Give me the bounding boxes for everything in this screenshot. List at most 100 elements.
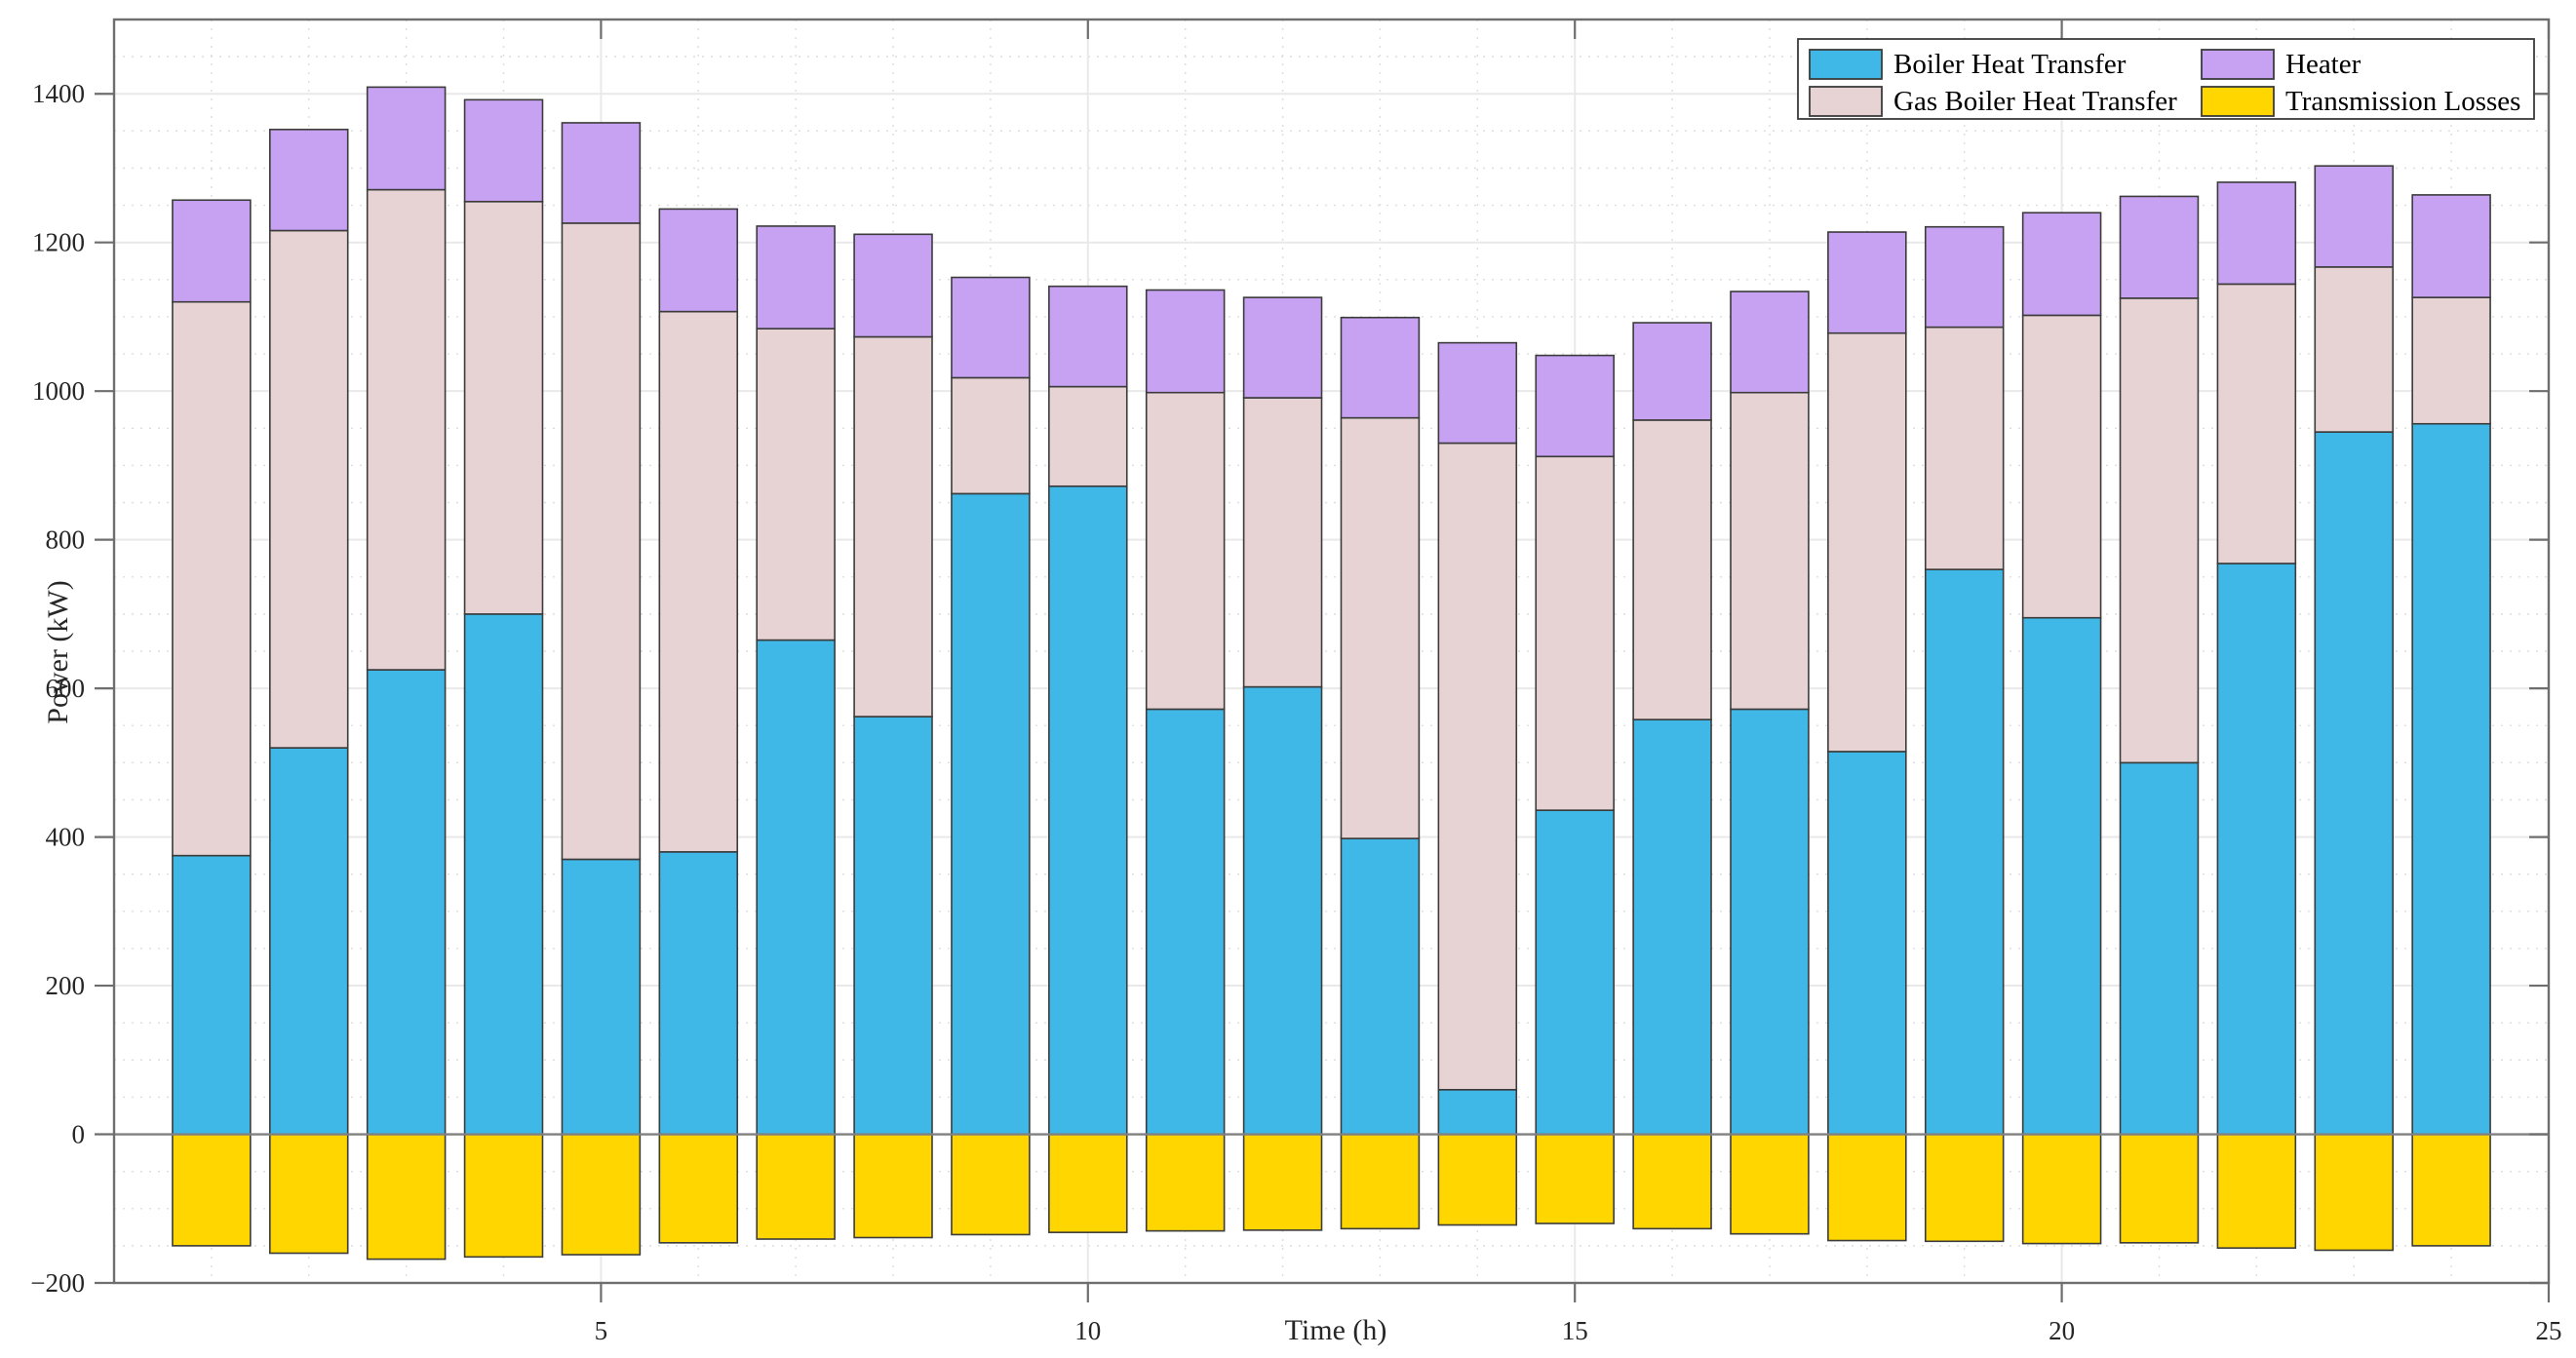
- legend-swatch-transmission-losses: [2201, 86, 2275, 117]
- legend-swatch-gas-boiler-heat-transfer: [1809, 86, 1883, 117]
- bar-h9-boiler-heat-transfer: [951, 492, 1031, 1136]
- bar-h12-heater: [1242, 296, 1323, 399]
- bar-h11-gas-boiler-heat-transfer: [1145, 391, 1226, 711]
- bar-h20-transmission-losses: [2021, 1133, 2102, 1245]
- bar-h17-boiler-heat-transfer: [1730, 708, 1810, 1136]
- bar-h23-transmission-losses: [2314, 1133, 2394, 1252]
- bar-h23-gas-boiler-heat-transfer: [2314, 266, 2394, 433]
- bar-h13-transmission-losses: [1340, 1133, 1421, 1230]
- bar-h18-transmission-losses: [1827, 1133, 1907, 1242]
- bar-h12-gas-boiler-heat-transfer: [1242, 397, 1323, 688]
- bar-h11-heater: [1145, 289, 1226, 394]
- bar-h24-transmission-losses: [2411, 1133, 2491, 1247]
- bar-h10-gas-boiler-heat-transfer: [1048, 385, 1128, 487]
- bar-h17-gas-boiler-heat-transfer: [1730, 391, 1810, 711]
- legend-box: [1797, 38, 2535, 120]
- y-tick-label: −200: [30, 1268, 85, 1298]
- bar-h9-transmission-losses: [951, 1133, 1031, 1236]
- bar-h14-heater: [1437, 341, 1518, 445]
- bar-h8-heater: [853, 233, 933, 338]
- bar-h9-gas-boiler-heat-transfer: [951, 376, 1031, 495]
- y-tick-label: 200: [46, 971, 86, 1000]
- bar-h5-boiler-heat-transfer: [561, 858, 642, 1136]
- bar-h1-heater: [172, 199, 252, 303]
- bar-h8-gas-boiler-heat-transfer: [853, 335, 933, 718]
- bar-h15-transmission-losses: [1535, 1133, 1615, 1224]
- bar-h14-transmission-losses: [1437, 1133, 1518, 1226]
- bar-h24-boiler-heat-transfer: [2411, 422, 2491, 1136]
- bar-h1-transmission-losses: [172, 1133, 252, 1247]
- bar-h3-boiler-heat-transfer: [366, 669, 447, 1136]
- bar-h1-boiler-heat-transfer: [172, 854, 252, 1136]
- bar-h19-heater: [1924, 225, 2005, 329]
- bar-h2-transmission-losses: [269, 1133, 349, 1255]
- bar-h5-gas-boiler-heat-transfer: [561, 222, 642, 861]
- y-tick-label: 1200: [32, 228, 85, 257]
- bar-h22-boiler-heat-transfer: [2216, 563, 2297, 1136]
- bar-h4-heater: [463, 98, 544, 203]
- bar-h13-gas-boiler-heat-transfer: [1340, 416, 1421, 839]
- bar-h12-transmission-losses: [1242, 1133, 1323, 1231]
- bar-h4-gas-boiler-heat-transfer: [463, 200, 544, 615]
- bar-h7-transmission-losses: [756, 1133, 836, 1240]
- bar-h7-boiler-heat-transfer: [756, 639, 836, 1136]
- bar-h21-gas-boiler-heat-transfer: [2119, 297, 2200, 764]
- bar-h14-boiler-heat-transfer: [1437, 1088, 1518, 1136]
- bar-h9-heater: [951, 276, 1031, 379]
- bar-h15-heater: [1535, 354, 1615, 458]
- bar-h15-boiler-heat-transfer: [1535, 809, 1615, 1136]
- bar-h2-heater: [269, 129, 349, 232]
- bar-h23-boiler-heat-transfer: [2314, 431, 2394, 1136]
- bar-h20-gas-boiler-heat-transfer: [2021, 314, 2102, 619]
- bar-h19-gas-boiler-heat-transfer: [1924, 326, 2005, 570]
- bar-h6-gas-boiler-heat-transfer: [658, 310, 739, 853]
- bar-h24-heater: [2411, 194, 2491, 298]
- legend-swatch-heater: [2201, 49, 2275, 80]
- y-tick-label: 800: [46, 525, 86, 555]
- y-tick-label: 1000: [32, 376, 85, 406]
- bar-h21-boiler-heat-transfer: [2119, 761, 2200, 1136]
- bar-h11-boiler-heat-transfer: [1145, 708, 1226, 1136]
- bar-h15-gas-boiler-heat-transfer: [1535, 455, 1615, 811]
- y-axis-label: Power (kW): [42, 580, 74, 724]
- bar-h21-heater: [2119, 195, 2200, 299]
- bar-h4-transmission-losses: [463, 1133, 544, 1259]
- bar-h7-gas-boiler-heat-transfer: [756, 328, 836, 641]
- bar-h6-boiler-heat-transfer: [658, 851, 739, 1136]
- x-tick-label: 10: [1074, 1316, 1101, 1345]
- bar-h10-transmission-losses: [1048, 1133, 1128, 1233]
- bar-h14-gas-boiler-heat-transfer: [1437, 442, 1518, 1091]
- axis-box: [112, 18, 2551, 1285]
- bar-h19-transmission-losses: [1924, 1133, 2005, 1243]
- bar-h18-gas-boiler-heat-transfer: [1827, 331, 1907, 753]
- bar-h6-heater: [658, 208, 739, 313]
- bar-h19-boiler-heat-transfer: [1924, 568, 2005, 1136]
- bar-h3-heater: [366, 86, 447, 191]
- legend-item-gas-boiler-heat-transfer: Gas Boiler Heat Transfer: [1893, 86, 2177, 117]
- bar-h1-gas-boiler-heat-transfer: [172, 300, 252, 857]
- bar-h17-transmission-losses: [1730, 1133, 1810, 1235]
- y-tick-label: 0: [72, 1120, 86, 1149]
- bar-h18-heater: [1827, 231, 1907, 334]
- y-tick-label: 1400: [32, 79, 85, 108]
- bar-h16-boiler-heat-transfer: [1632, 718, 1712, 1136]
- bar-h3-gas-boiler-heat-transfer: [366, 188, 447, 671]
- bar-h16-heater: [1632, 322, 1712, 421]
- bar-h5-transmission-losses: [561, 1133, 642, 1256]
- bar-h22-gas-boiler-heat-transfer: [2216, 283, 2297, 564]
- bar-h2-boiler-heat-transfer: [269, 747, 349, 1136]
- legend-item-heater: Heater: [2285, 49, 2361, 80]
- legend-swatch-boiler-heat-transfer: [1809, 49, 1883, 80]
- bar-h16-transmission-losses: [1632, 1133, 1712, 1230]
- bar-h22-heater: [2216, 181, 2297, 286]
- bar-h3-transmission-losses: [366, 1133, 447, 1261]
- x-tick-label: 20: [2049, 1316, 2075, 1345]
- legend-item-transmission-losses: Transmission Losses: [2285, 86, 2520, 117]
- bar-h20-boiler-heat-transfer: [2021, 616, 2102, 1136]
- bar-h8-transmission-losses: [853, 1133, 933, 1239]
- x-tick-label: 25: [2536, 1316, 2562, 1345]
- bar-h8-boiler-heat-transfer: [853, 716, 933, 1136]
- bar-h6-transmission-losses: [658, 1133, 739, 1244]
- bar-h13-boiler-heat-transfer: [1340, 837, 1421, 1136]
